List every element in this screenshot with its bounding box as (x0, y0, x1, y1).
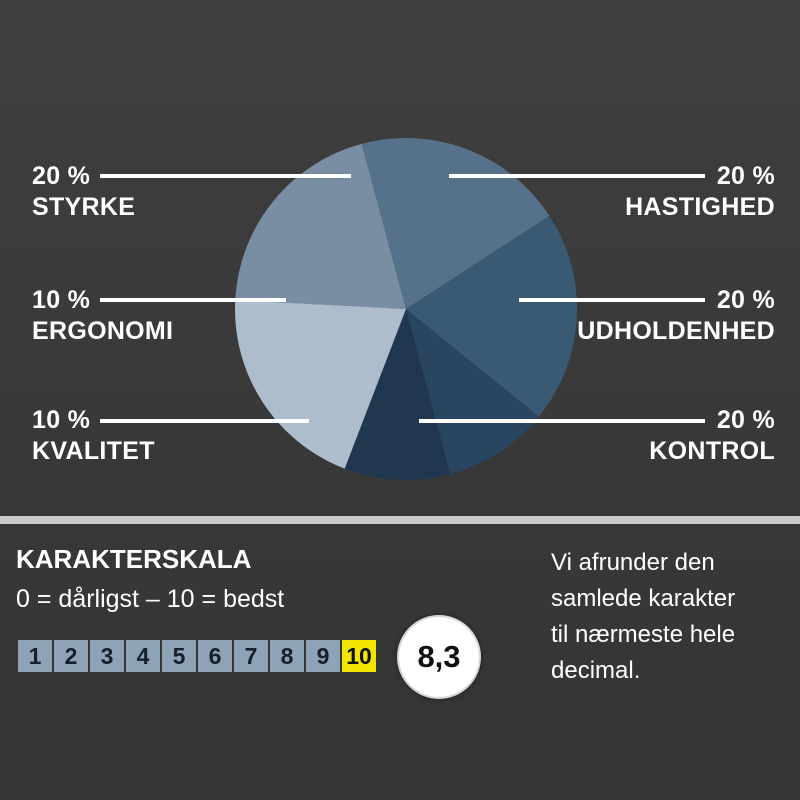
note-line-4: decimal. (551, 657, 641, 684)
pie-slice-ergonomi (344, 309, 451, 480)
pie-chart (100, 138, 705, 480)
scale-box-7: 7 (234, 640, 268, 672)
note-line-3: til nærmeste hele (551, 621, 736, 648)
note-line-2: samlede karakter (551, 585, 736, 612)
scale-box-5: 5 (162, 640, 196, 672)
udholdenhed-name: UDHOLDENHED (577, 317, 775, 345)
scale-box-8: 8 (270, 640, 304, 672)
note-line-1: Vi afrunder den (551, 549, 715, 576)
label-hastighed: 20 % HASTIGHED (625, 161, 775, 223)
divider (0, 516, 800, 524)
scale-box-4: 4 (126, 640, 160, 672)
scale-box-6: 6 (198, 640, 232, 672)
pie-slice-styrke (234, 300, 406, 469)
pie-slice-hastighed (235, 143, 406, 309)
hastighed-percent: 20 % (716, 162, 775, 190)
rounding-note: Vi afrunder den samlede karakter til nær… (551, 545, 735, 689)
score-badge: 8,3 (397, 615, 481, 699)
label-styrke: 20 % STYRKE (32, 161, 135, 223)
grade-scale: 1 2 3 4 5 6 7 8 9 10 (18, 640, 378, 672)
kvalitet-name: KVALITET (32, 437, 155, 465)
scale-box-2: 2 (54, 640, 88, 672)
udholdenhed-percent: 20 % (716, 286, 775, 314)
scale-box-9: 9 (306, 640, 340, 672)
ergonomi-percent: 10 % (32, 286, 91, 314)
pie-slice-udholdenhed (361, 138, 550, 309)
kvalitet-percent: 10 % (32, 406, 91, 434)
pie-slice-kvalitet (406, 309, 539, 475)
kontrol-name: KONTROL (649, 437, 775, 465)
scale-box-10: 10 (342, 640, 376, 672)
hastighed-name: HASTIGHED (625, 193, 775, 221)
ergonomi-name: ERGONOMI (32, 317, 174, 345)
pie-slice-kontrol (406, 215, 577, 417)
label-ergonomi: 10 % ERGONOMI (32, 285, 173, 347)
label-kontrol: 20 % KONTROL (649, 405, 775, 467)
scale-subtitle: 0 = dårligst – 10 = bedst (16, 585, 285, 613)
styrke-name: STYRKE (32, 193, 136, 221)
label-kvalitet: 10 % KVALITET (32, 405, 155, 467)
kontrol-percent: 20 % (716, 406, 775, 434)
styrke-percent: 20 % (32, 162, 91, 190)
label-udholdenhed: 20 % UDHOLDENHED (577, 285, 775, 347)
scale-box-3: 3 (90, 640, 124, 672)
scale-box-1: 1 (18, 640, 52, 672)
scale-title: KARAKTERSKALA (16, 544, 252, 574)
